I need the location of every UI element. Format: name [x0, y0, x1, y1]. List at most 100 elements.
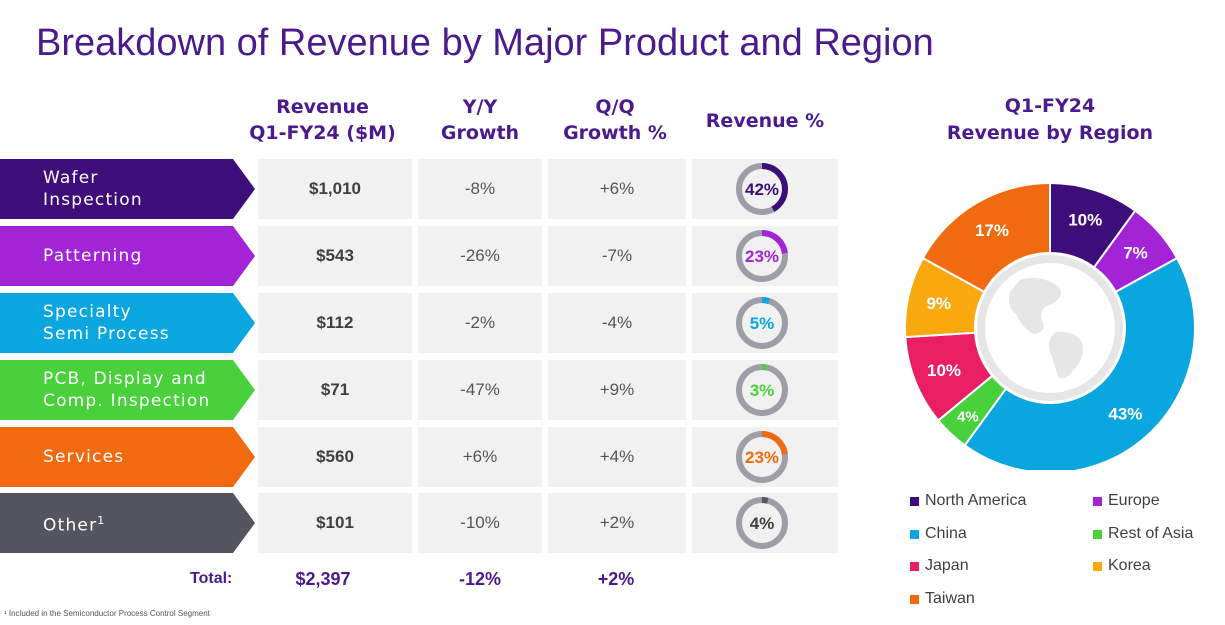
table-row: $112 -2% -4% 5% Specialty Semi Process [0, 293, 840, 353]
total-revenue: $2,397 [295, 569, 351, 589]
yy-growth-cell: -2% [418, 293, 542, 353]
legend-label: Taiwan [925, 590, 975, 607]
total-qq: +2% [597, 569, 635, 589]
legend-swatch [910, 529, 919, 539]
header-revenue-line2: Q1-FY24 ($M) [249, 122, 396, 144]
legend-label: China [925, 525, 967, 542]
legend-item: China [910, 525, 967, 543]
product-name-line1: Patterning [43, 245, 243, 267]
revenue-pct-donut: 23% [736, 230, 788, 282]
region-slice-label: 10% [1068, 211, 1102, 230]
legend-swatch [910, 561, 919, 571]
footnote-marker: 1 [97, 513, 106, 527]
region-slice-label: 9% [926, 294, 951, 313]
legend-item: North America [910, 492, 1026, 510]
revenue-pct-donut: 23% [736, 431, 788, 483]
revenue-pct-donut: 5% [736, 297, 788, 349]
donut-pct-label: 3% [750, 381, 775, 400]
header-revenue: Revenue Q1-FY24 ($M) [240, 94, 405, 146]
qq-growth-cell: -4% [548, 293, 686, 353]
legend-item: Europe [1093, 492, 1160, 510]
globe-continent-north [1008, 278, 1061, 334]
revenue-cell: $101 [258, 493, 412, 553]
qq-growth-cell: +4% [548, 427, 686, 487]
table-row: $71 -47% +9% 3% PCB, Display and Comp. Inspec… [0, 360, 840, 420]
product-name-line2: Semi Process [43, 324, 170, 344]
header-yy-line2: Growth [440, 122, 520, 144]
header-qq: Q/Q Growth % [535, 94, 695, 146]
product-arrow-shape [0, 293, 255, 353]
product-label: Patterning [0, 226, 255, 286]
revenue-cell: $71 [258, 360, 412, 420]
donut-pct-label: 4% [750, 514, 775, 533]
donut-pct-label: 23% [745, 448, 779, 467]
globe-continent-south [1048, 331, 1083, 379]
legend-item: Korea [1093, 557, 1151, 575]
product-label: Wafer Inspection [0, 159, 255, 219]
product-name: Wafer Inspection [43, 159, 243, 219]
product-name-line1: PCB, Display and [43, 368, 243, 390]
product-label: Specialty Semi Process [0, 293, 255, 353]
qq-growth-cell: +6% [548, 159, 686, 219]
donut-pct-label: 5% [750, 314, 775, 333]
revenue-pct-cell: 23% [692, 226, 838, 286]
product-name-line1: Other1 [43, 510, 243, 537]
region-slice-label: 7% [1123, 244, 1148, 263]
region-chart-title: Q1-FY24 Revenue by Region [905, 93, 1195, 147]
product-arrow-shape [0, 226, 255, 286]
legend-swatch [1093, 529, 1102, 539]
legend-label: Rest of Asia [1108, 525, 1194, 542]
legend-item: Taiwan [910, 590, 975, 608]
product-name: Services [43, 427, 243, 487]
qq-growth-cell: +9% [548, 360, 686, 420]
region-slice-label: 43% [1108, 405, 1142, 424]
donut-segment [736, 297, 788, 349]
legend-label: North America [925, 492, 1027, 509]
header-qq-line2: Growth % [563, 122, 667, 144]
product-name-text: Patterning [43, 246, 143, 266]
table-row: $1,010 -8% +6% 42% Wafer Inspection [0, 159, 840, 219]
product-arrow-shape [0, 360, 255, 420]
yy-growth-cell: -8% [418, 159, 542, 219]
region-chart-title-line2: Revenue by Region [946, 122, 1154, 144]
legend-swatch [910, 496, 919, 506]
header-pct: Revenue % [705, 110, 825, 132]
revenue-pct-cell: 4% [692, 493, 838, 553]
legend-item: Rest of Asia [1093, 525, 1193, 543]
revenue-pct-donut: 42% [736, 163, 788, 215]
product-arrow-shape [0, 159, 255, 219]
product-name: Specialty Semi Process [43, 293, 243, 353]
header-qq-line1: Q/Q [595, 96, 635, 118]
product-name: PCB, Display and Comp. Inspection [43, 360, 243, 420]
revenue-cell: $543 [258, 226, 412, 286]
region-donut-chart: 10% 7% 43% 4% 10% 9% 17% [904, 181, 1196, 470]
region-slice [921, 181, 1051, 294]
table-row: $560 +6% +4% 23% Services [0, 427, 840, 487]
donut-pct-label: 23% [745, 247, 779, 266]
region-slice-label: 4% [957, 408, 979, 425]
revenue-pct-donut: 3% [736, 364, 788, 416]
table-row: $543 -26% -7% 23% Patterning [0, 226, 840, 286]
footnote: ¹ Included in the Semiconductor Process … [4, 609, 210, 618]
legend-label: Europe [1108, 492, 1160, 509]
donut-pct-label: 42% [745, 180, 779, 199]
revenue-cell: $1,010 [258, 159, 412, 219]
revenue-pct-cell: 42% [692, 159, 838, 219]
donut-segment [736, 497, 788, 549]
header-yy: Y/Y Growth [400, 94, 560, 146]
product-name-text: PCB, Display and [43, 369, 207, 389]
page-title: Breakdown of Revenue by Major Product an… [36, 22, 934, 64]
revenue-cell: $560 [258, 427, 412, 487]
legend-label: Japan [925, 557, 969, 574]
donut-segment [736, 230, 788, 282]
revenue-pct-cell: 5% [692, 293, 838, 353]
region-slice [963, 256, 1196, 470]
product-name-text: Other [43, 515, 98, 536]
product-name-line2: Comp. Inspection [43, 391, 211, 411]
revenue-pct-cell: 23% [692, 427, 838, 487]
product-label: Other1 [0, 493, 255, 553]
qq-growth-cell: -7% [548, 226, 686, 286]
qq-growth-cell: +2% [548, 493, 686, 553]
product-name-line1: Wafer [43, 167, 243, 189]
product-arrow-shape [0, 493, 255, 553]
